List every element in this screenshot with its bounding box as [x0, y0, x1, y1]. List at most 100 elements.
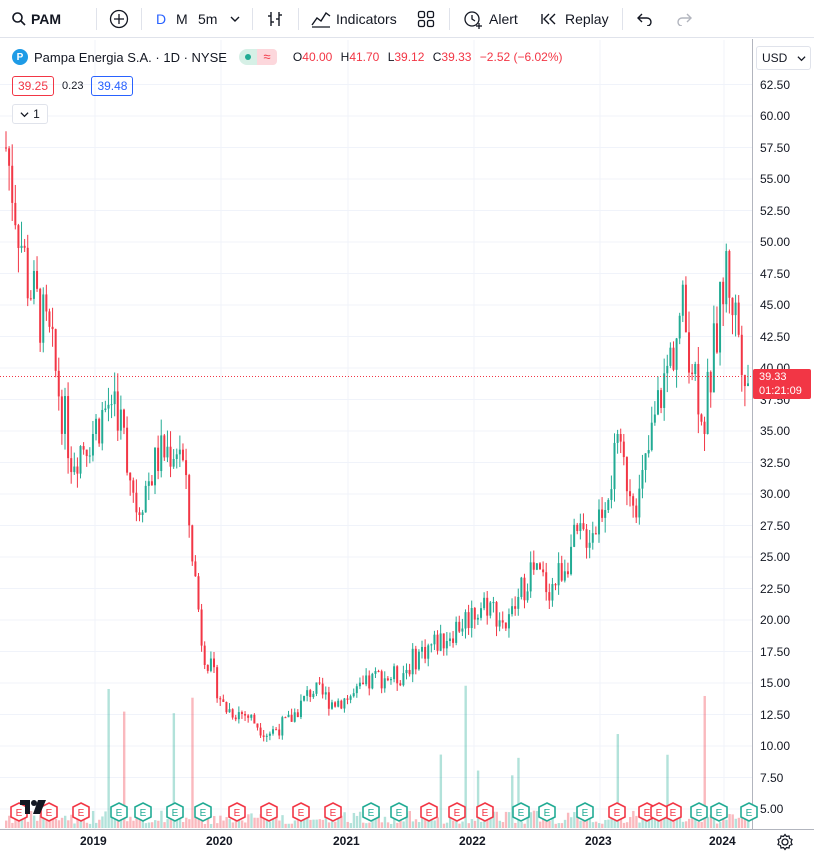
earnings-marker-icon[interactable]: E: [72, 802, 90, 822]
earnings-marker-icon[interactable]: E: [362, 802, 380, 822]
candle-body: [414, 648, 417, 670]
volume-bar: [85, 822, 89, 828]
candle-body: [256, 723, 259, 728]
volume-bar: [318, 819, 321, 828]
candle-body: [448, 638, 451, 642]
interval-5m-button[interactable]: 5m: [198, 0, 217, 38]
volume-bar: [268, 821, 272, 828]
candle-body: [250, 714, 253, 718]
svg-text:E: E: [644, 808, 651, 819]
interval-d-button[interactable]: D: [156, 0, 166, 38]
redo-button[interactable]: [676, 0, 692, 38]
templates-button[interactable]: [417, 0, 435, 38]
candle-body: [70, 458, 73, 473]
interval-m-button[interactable]: M: [176, 0, 188, 38]
earnings-marker-icon[interactable]: E: [166, 802, 184, 822]
earnings-marker-icon[interactable]: E: [538, 802, 556, 822]
candle-body: [532, 562, 535, 570]
earnings-marker-icon[interactable]: E: [576, 802, 594, 822]
candle-body: [427, 645, 430, 659]
add-symbol-icon: [109, 9, 129, 29]
earnings-marker-icon[interactable]: E: [710, 802, 728, 822]
earnings-marker-icon[interactable]: E: [512, 802, 530, 822]
earnings-marker-icon[interactable]: E: [420, 802, 438, 822]
volume-bar: [88, 823, 92, 828]
add-symbol-button[interactable]: [109, 0, 129, 38]
earnings-marker-icon[interactable]: E: [690, 802, 708, 822]
time-tick-label: 2020: [206, 834, 233, 848]
candle-body: [48, 311, 51, 327]
candle-body: [675, 338, 678, 370]
earnings-marker-icon[interactable]: E: [110, 802, 128, 822]
earnings-marker-icon[interactable]: E: [324, 802, 342, 822]
delayed-data-badge[interactable]: ≈: [256, 49, 277, 65]
candle-body: [538, 563, 541, 570]
buy-button[interactable]: 39.48: [91, 76, 134, 96]
earnings-marker-icon[interactable]: E: [650, 802, 668, 822]
earnings-marker-icon[interactable]: E: [476, 802, 494, 822]
tradingview-logo[interactable]: [18, 796, 48, 818]
open-key: O: [292, 50, 303, 64]
candle-body: [244, 713, 247, 716]
volume-bar: [222, 820, 225, 828]
candle-body: [672, 347, 675, 370]
volume-bar: [604, 820, 607, 828]
volume-bar: [219, 815, 222, 828]
candle-body: [476, 617, 479, 620]
candle-body: [579, 523, 582, 532]
earnings-marker-icon[interactable]: E: [194, 802, 212, 822]
legend-title[interactable]: Pampa Energia S.A. · 1D · NYSE: [34, 49, 227, 65]
currency-selector[interactable]: USD: [756, 46, 811, 70]
earnings-marker-icon[interactable]: E: [390, 802, 408, 822]
candle-body: [60, 396, 63, 434]
time-tick-label: 2022: [459, 834, 486, 848]
candle-body: [299, 700, 302, 718]
candle-body: [495, 602, 498, 627]
indicators-button[interactable]: Indicators: [311, 0, 397, 38]
price-tick-label: 7.50: [760, 770, 784, 785]
candle-body: [551, 584, 554, 601]
sell-button[interactable]: 39.25: [12, 76, 55, 96]
bar-style-button[interactable]: [266, 0, 284, 38]
candle-body: [619, 434, 622, 442]
candle-body: [138, 512, 141, 516]
candle-body: [343, 698, 346, 709]
earnings-marker-icon[interactable]: E: [740, 802, 758, 822]
alert-button[interactable]: Alert: [463, 0, 518, 38]
volume-bar: [563, 819, 567, 828]
volume-bar: [715, 823, 719, 828]
price-tick-label: 20.00: [760, 613, 791, 627]
chart-grid: [0, 40, 752, 829]
earnings-marker-icon[interactable]: E: [134, 802, 152, 822]
volume-bar: [461, 821, 464, 828]
earnings-marker-icon[interactable]: E: [228, 802, 246, 822]
candle-body: [681, 284, 684, 316]
symbol-search-button[interactable]: PAM: [12, 0, 61, 38]
volume-bar: [253, 817, 256, 828]
earnings-marker-icon[interactable]: E: [608, 802, 626, 822]
earnings-marker-icon[interactable]: E: [260, 802, 278, 822]
candle-body: [51, 326, 54, 330]
candle-body: [421, 646, 424, 652]
market-open-indicator[interactable]: [238, 49, 257, 65]
indicators-collapse-button[interactable]: 1: [12, 104, 48, 124]
time-tick-label: 2023: [585, 834, 612, 848]
earnings-marker-icon[interactable]: E: [448, 802, 466, 822]
candle-body: [29, 298, 32, 300]
candle-body: [253, 714, 256, 724]
earnings-marker-icon[interactable]: E: [292, 802, 310, 822]
gear-icon[interactable]: [776, 833, 794, 851]
volume-bar: [501, 822, 505, 828]
svg-text:E: E: [396, 808, 403, 819]
candle-body: [79, 446, 82, 474]
candle-body: [42, 294, 45, 343]
candle-body: [368, 675, 371, 689]
candle-body: [36, 270, 39, 289]
interval-dropdown-button[interactable]: [230, 0, 240, 38]
candle-body: [327, 692, 330, 709]
volume-bar: [256, 817, 259, 828]
volume-bar: [731, 814, 734, 828]
undo-button[interactable]: [637, 0, 653, 38]
replay-button[interactable]: Replay: [541, 0, 609, 38]
